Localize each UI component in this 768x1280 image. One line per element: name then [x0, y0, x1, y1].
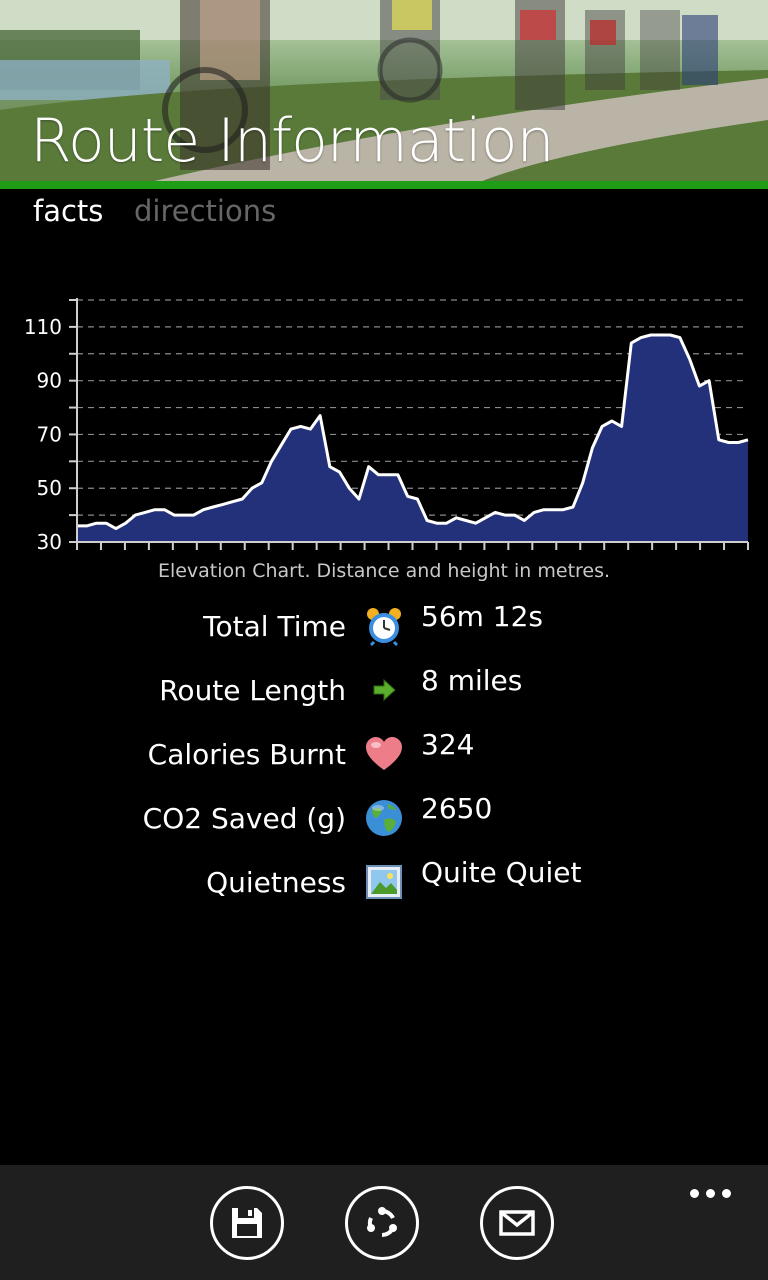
y-tick-label: 90: [37, 369, 62, 393]
fact-value: Quite Quiet: [421, 856, 582, 889]
fact-quietness: Quietness Quite Quiet: [0, 856, 768, 908]
chart-y-ticks: 110 90 70 50 30: [24, 315, 62, 554]
ellipsis-icon[interactable]: [680, 1173, 740, 1213]
share-icon: [367, 1207, 397, 1238]
fact-co2-saved: CO2 Saved (g) 2650: [0, 792, 768, 844]
cyclists-photo: [0, 0, 768, 182]
fact-value: 56m 12s: [421, 600, 544, 633]
fact-label: Total Time: [203, 610, 346, 643]
app-bar: [0, 1165, 768, 1280]
save-button[interactable]: [210, 1186, 284, 1260]
page-title: Route Information: [30, 106, 555, 176]
share-button[interactable]: [345, 1186, 419, 1260]
fact-value: 8 miles: [421, 664, 523, 697]
heart-icon: [364, 734, 404, 774]
y-tick-label: 50: [37, 476, 62, 500]
y-tick-label: 110: [24, 315, 62, 339]
green-arrow-icon: [364, 670, 404, 710]
chart-caption: Elevation Chart. Distance and height in …: [157, 560, 611, 582]
accent-bar: [0, 181, 768, 189]
save-icon: [232, 1208, 262, 1238]
email-icon: [499, 1210, 535, 1236]
fact-value: 2650: [421, 792, 493, 825]
fact-label: CO2 Saved (g): [142, 802, 346, 835]
dot: [689, 1188, 699, 1198]
fact-route-length: Route Length 8 miles: [0, 664, 768, 716]
dot: [705, 1188, 715, 1198]
fact-label: Calories Burnt: [147, 738, 346, 771]
globe-icon: [364, 798, 404, 838]
fact-total-time: Total Time 56m 12s: [0, 600, 768, 652]
y-tick-label: 70: [37, 422, 62, 446]
fact-value: 324: [421, 728, 475, 761]
elevation-area: [77, 335, 748, 542]
email-button[interactable]: [480, 1186, 554, 1260]
elevation-line: [77, 333, 749, 531]
alarm-clock-icon: [364, 606, 404, 646]
header-photo: Route Information: [0, 0, 768, 182]
y-tick-label: 30: [37, 530, 62, 554]
landscape-picture-icon: [364, 862, 404, 902]
elevation-chart: 110 90 70 50 30: [24, 298, 749, 554]
chart-axis: [69, 298, 749, 550]
tab-facts[interactable]: facts: [33, 194, 104, 228]
dot: [721, 1188, 731, 1198]
tab-directions[interactable]: directions: [134, 194, 277, 228]
fact-calories-burnt: Calories Burnt 324: [0, 728, 768, 780]
fact-label: Quietness: [206, 866, 346, 899]
fact-label: Route Length: [159, 674, 346, 707]
